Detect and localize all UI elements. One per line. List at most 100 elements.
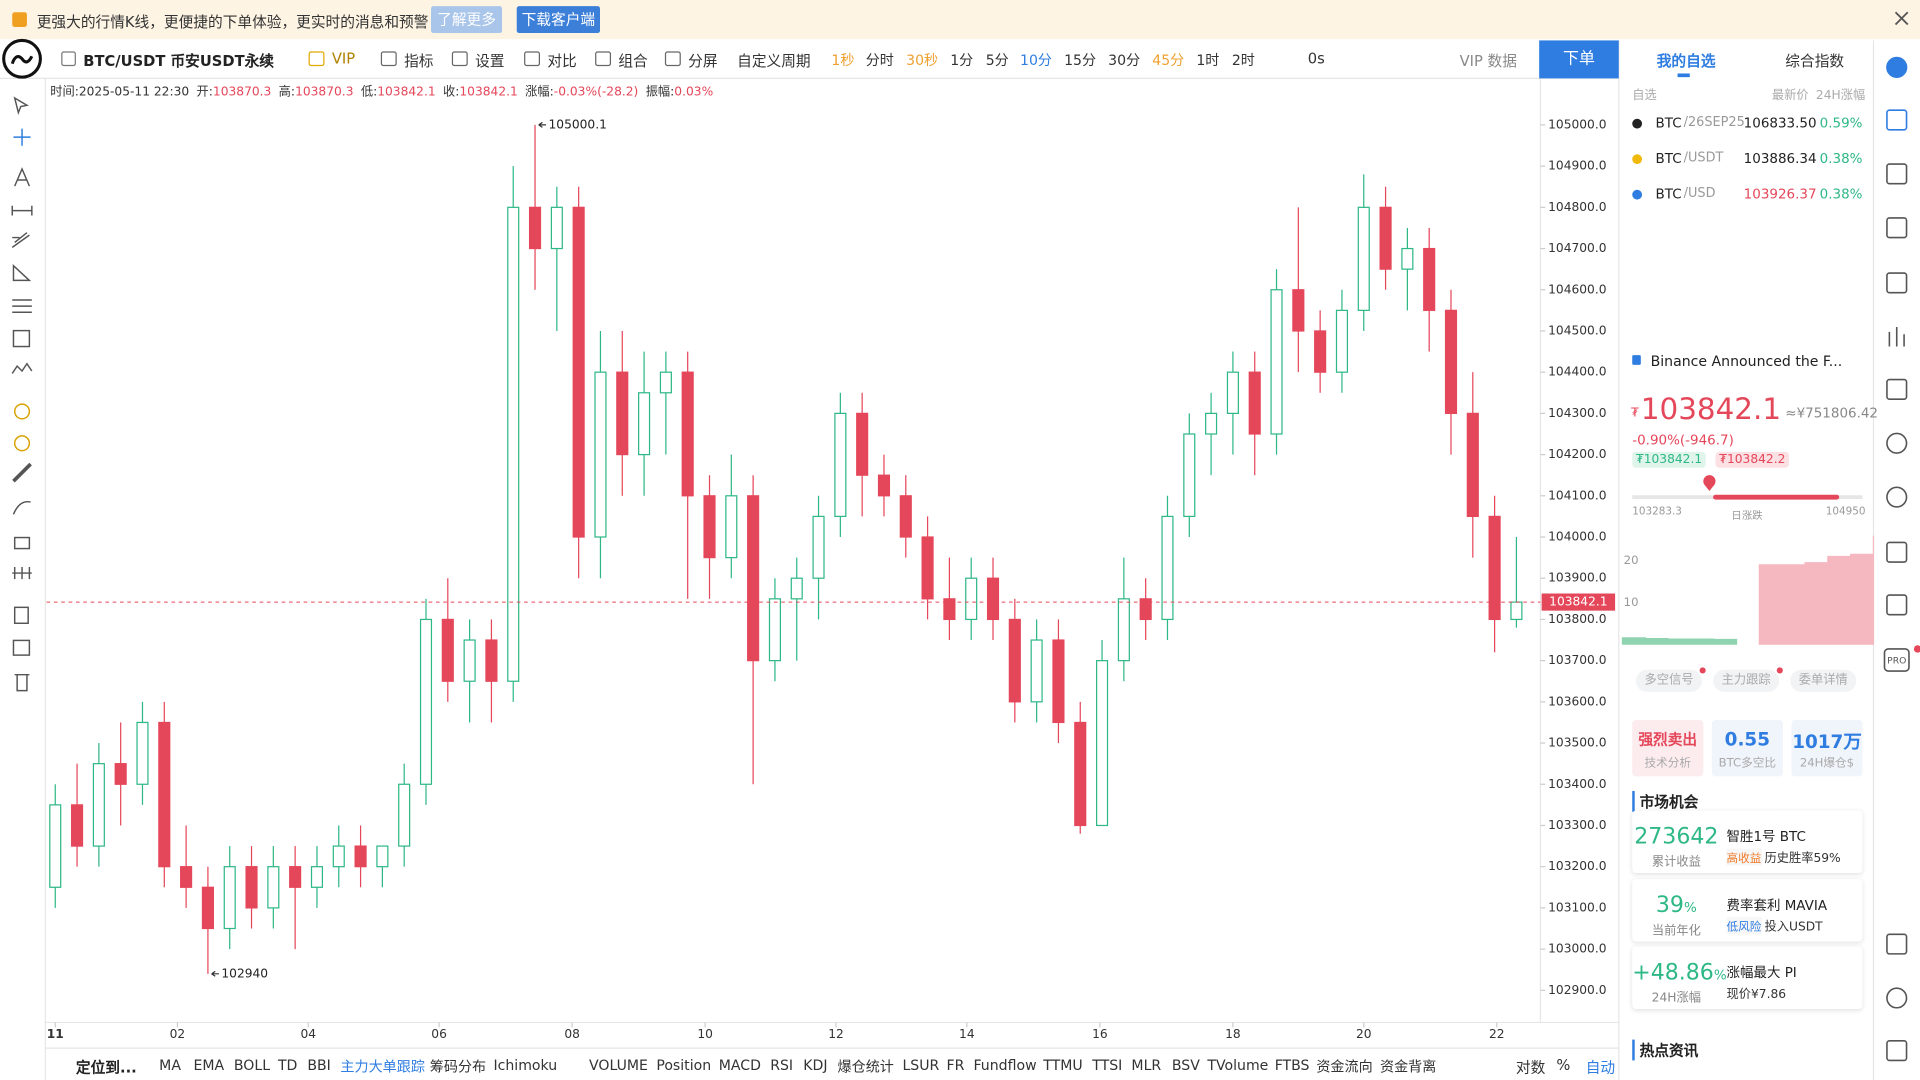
- lock-tool[interactable]: [13, 536, 31, 550]
- tab-watchlist[interactable]: 我的自选: [1656, 52, 1716, 70]
- brush-tool[interactable]: [12, 500, 31, 515]
- opportunity-card[interactable]: 39% 当前年化 费率套利 MAVIA 低风险 投入USDT: [1632, 878, 1863, 942]
- watch-base[interactable]: BTC: [1655, 150, 1682, 167]
- toolbar-icon[interactable]: [308, 51, 325, 67]
- right-rail-icons[interactable]: [1883, 56, 1910, 1062]
- indicator-button[interactable]: 筹码分布: [429, 1057, 487, 1076]
- toolbar-icon[interactable]: [451, 51, 468, 67]
- vip-data[interactable]: VIP 数据: [1459, 52, 1517, 70]
- rail-icon[interactable]: [1886, 56, 1908, 78]
- period-button[interactable]: 1秒: [831, 51, 855, 69]
- learn-more-button[interactable]: 了解更多: [431, 6, 503, 34]
- locate-button[interactable]: 定位到...: [75, 1059, 137, 1077]
- pattern-tool[interactable]: [13, 435, 31, 452]
- channel-tool[interactable]: [11, 232, 30, 248]
- symbol[interactable]: BTC/USDT 币安USDT永续: [83, 52, 275, 70]
- period-button[interactable]: 分时: [865, 51, 894, 69]
- indicator-button[interactable]: 主力大单跟踪: [340, 1057, 425, 1076]
- wave-tool[interactable]: [11, 362, 33, 374]
- rail-icon[interactable]: [1886, 272, 1908, 294]
- indicator-button[interactable]: 资金背离: [1380, 1057, 1437, 1076]
- crosshair-tool[interactable]: [13, 128, 31, 146]
- indicator-button[interactable]: TD: [277, 1056, 298, 1074]
- indicator-button[interactable]: MLR: [1131, 1056, 1162, 1074]
- period-button[interactable]: 5分: [985, 51, 1009, 69]
- rail-icon[interactable]: [1886, 378, 1908, 400]
- indicator-button[interactable]: 资金流向: [1316, 1057, 1373, 1076]
- measure-tool[interactable]: [12, 329, 31, 348]
- ruler-tool[interactable]: [12, 462, 32, 483]
- rail-icon[interactable]: [1886, 163, 1908, 185]
- indicator-button[interactable]: FTBS: [1274, 1056, 1310, 1074]
- watch-quote[interactable]: /USDT: [1683, 150, 1724, 166]
- toolbar-item[interactable]: 对比: [547, 52, 577, 70]
- magnet-tool[interactable]: [12, 566, 32, 580]
- indicator-button[interactable]: 爆仓统计: [837, 1057, 894, 1076]
- cursor-tool[interactable]: [13, 96, 29, 116]
- indicator-button[interactable]: TVolume: [1207, 1056, 1269, 1074]
- percent-toggle[interactable]: %: [1556, 1056, 1571, 1074]
- drawing-tools[interactable]: [11, 96, 33, 692]
- toolbar-item[interactable]: 组合: [618, 52, 648, 70]
- news[interactable]: Binance Announced the F...: [1650, 352, 1843, 370]
- period-button[interactable]: 30秒: [906, 51, 939, 69]
- period-button[interactable]: 45分: [1152, 51, 1185, 69]
- watch-quote[interactable]: /26SEP25: [1683, 115, 1745, 130]
- indicator-button[interactable]: TTSI: [1092, 1056, 1123, 1074]
- indicator-button[interactable]: FR: [946, 1056, 965, 1074]
- pattern-tool[interactable]: [13, 403, 31, 420]
- close-button[interactable]: [1894, 11, 1909, 26]
- indicator-button[interactable]: EMA: [193, 1056, 225, 1074]
- auto-toggle[interactable]: 自动: [1585, 1059, 1616, 1077]
- indicator-button[interactable]: BSV: [1171, 1056, 1200, 1074]
- toolbar-icon[interactable]: [664, 51, 681, 67]
- line-tool[interactable]: [11, 205, 33, 216]
- rail-icon[interactable]: [1886, 486, 1908, 508]
- rail-icon[interactable]: [1886, 217, 1908, 239]
- rail-icon[interactable]: [1886, 432, 1908, 454]
- toolbar-item[interactable]: VIP: [331, 50, 356, 68]
- text-tool[interactable]: [14, 167, 31, 187]
- indicator-button[interactable]: MACD: [718, 1056, 762, 1074]
- indicator-button[interactable]: Ichimoku: [493, 1056, 558, 1074]
- opportunity-card[interactable]: 273642 累计收益 智胜1号 BTC 高收益 历史胜率59%: [1632, 810, 1863, 874]
- template-tool[interactable]: [13, 606, 29, 625]
- indicator-button[interactable]: LSUR: [902, 1056, 940, 1074]
- list-tool[interactable]: [12, 639, 31, 656]
- toolbar-icon[interactable]: [524, 51, 540, 67]
- indicator-button[interactable]: KDJ: [803, 1056, 828, 1074]
- order-button[interactable]: 下单: [1539, 40, 1619, 79]
- period-button[interactable]: 30分: [1108, 51, 1141, 69]
- toolbar-icon[interactable]: [380, 51, 397, 67]
- rail-icon[interactable]: [1888, 326, 1905, 347]
- toolbar-item[interactable]: 指标: [404, 52, 434, 70]
- signal-button[interactable]: 多空信号: [1635, 669, 1703, 692]
- rail-icon[interactable]: [1886, 933, 1908, 955]
- indicator-button[interactable]: VOLUME: [588, 1056, 648, 1074]
- toolbar-item[interactable]: 自定义周期: [737, 52, 811, 70]
- triangle-tool[interactable]: [12, 264, 32, 282]
- period-button[interactable]: 1时: [1196, 51, 1220, 69]
- watch-base[interactable]: BTC: [1655, 186, 1682, 203]
- rail-icon[interactable]: [1883, 648, 1910, 672]
- fib-tool[interactable]: [12, 299, 32, 313]
- period-button[interactable]: 15分: [1064, 51, 1097, 69]
- period-button[interactable]: 2时: [1231, 51, 1255, 69]
- indicator-button[interactable]: Position: [656, 1056, 712, 1074]
- watch-quote[interactable]: /USD: [1683, 186, 1716, 201]
- log-toggle[interactable]: 对数: [1515, 1059, 1546, 1077]
- period-button[interactable]: 1分: [950, 51, 974, 69]
- rail-icon[interactable]: [1886, 1040, 1908, 1062]
- period-button[interactable]: 10分: [1020, 51, 1053, 69]
- indicator-button[interactable]: MA: [159, 1056, 181, 1074]
- favorite-star[interactable]: [61, 51, 76, 67]
- tab-index[interactable]: 综合指数: [1785, 52, 1845, 70]
- rail-icon[interactable]: [1886, 987, 1908, 1009]
- rail-icon[interactable]: [1886, 594, 1908, 616]
- rail-icon[interactable]: [1886, 541, 1908, 563]
- toolbar-icon[interactable]: [595, 51, 612, 67]
- signal-button[interactable]: 委单详情: [1790, 669, 1857, 692]
- opportunity-card[interactable]: +48.86% 24H涨幅 涨幅最大 PI 现价¥7.86: [1632, 946, 1863, 1009]
- indicator-button[interactable]: RSI: [770, 1056, 794, 1074]
- indicator-button[interactable]: BBI: [307, 1056, 331, 1074]
